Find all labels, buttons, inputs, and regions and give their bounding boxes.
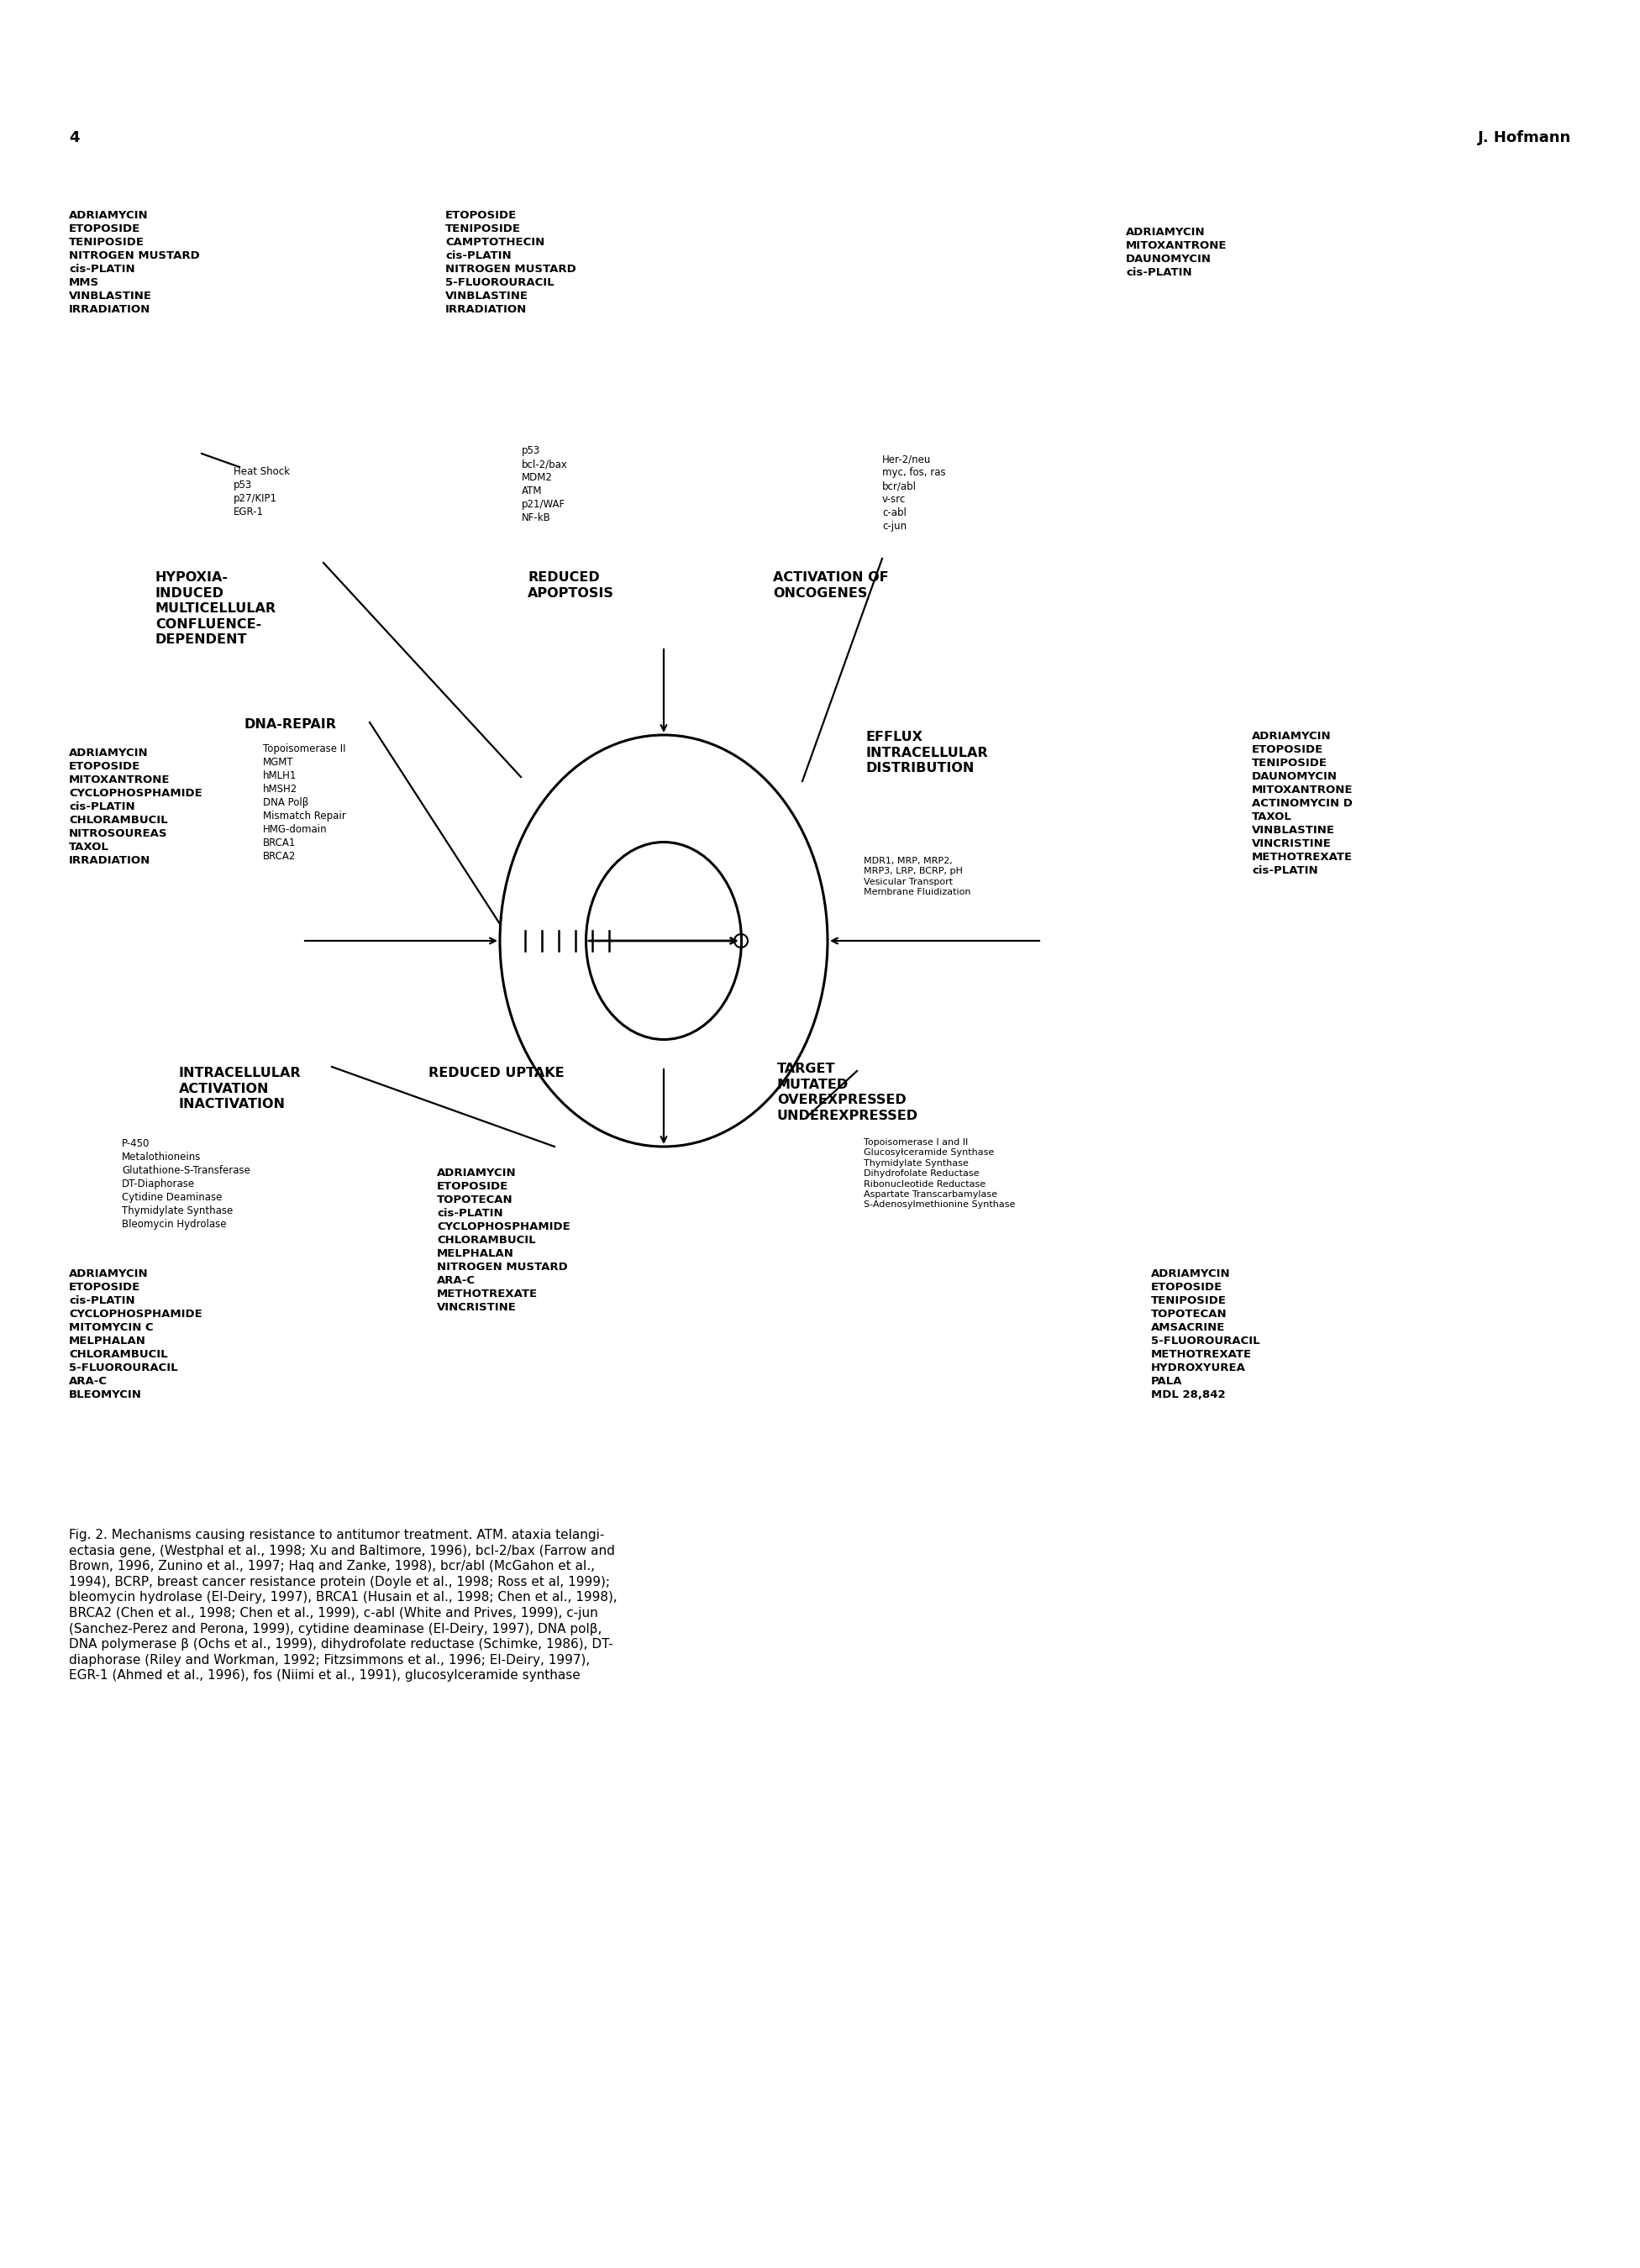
- Text: ADRIAMYCIN
ETOPOSIDE
TENIPOSIDE
DAUNOMYCIN
MITOXANTRONE
ACTINOMYCIN D
TAXOL
VINB: ADRIAMYCIN ETOPOSIDE TENIPOSIDE DAUNOMYC…: [1251, 730, 1353, 875]
- Text: ETOPOSIDE
TENIPOSIDE
CAMPTOTHECIN
cis-PLATIN
NITROGEN MUSTARD
5-FLUOROURACIL
VIN: ETOPOSIDE TENIPOSIDE CAMPTOTHECIN cis-PL…: [446, 211, 576, 315]
- Text: P-450
Metalothioneins
Glutathione-S-Transferase
DT-Diaphorase
Cytidine Deaminase: P-450 Metalothioneins Glutathione-S-Tran…: [121, 1139, 251, 1229]
- Text: J. Hofmann: J. Hofmann: [1478, 129, 1571, 145]
- Text: Her-2/neu
myc, fos, ras
bcr/abl
v-src
c-abl
c-jun: Her-2/neu myc, fos, ras bcr/abl v-src c-…: [882, 454, 946, 531]
- Text: DNA-REPAIR: DNA-REPAIR: [244, 719, 336, 730]
- Text: ADRIAMYCIN
ETOPOSIDE
cis-PLATIN
CYCLOPHOSPHAMIDE
MITOMYCIN C
MELPHALAN
CHLORAMBU: ADRIAMYCIN ETOPOSIDE cis-PLATIN CYCLOPHO…: [69, 1268, 202, 1399]
- Text: 4: 4: [69, 129, 79, 145]
- Text: Topoisomerase I and II
Glucosyłceramide Synthase
Thymidylate Synthase
Dihydrofol: Topoisomerase I and II Glucosyłceramide …: [864, 1139, 1015, 1209]
- Text: ADRIAMYCIN
ETOPOSIDE
MITOXANTRONE
CYCLOPHOSPHAMIDE
cis-PLATIN
CHLORAMBUCIL
NITRO: ADRIAMYCIN ETOPOSIDE MITOXANTRONE CYCLOP…: [69, 748, 202, 866]
- Text: REDUCED UPTAKE: REDUCED UPTAKE: [428, 1066, 564, 1080]
- Text: ACTIVATION OF
ONCOGENES: ACTIVATION OF ONCOGENES: [772, 572, 889, 599]
- Text: ADRIAMYCIN
ETOPOSIDE
TENIPOSIDE
NITROGEN MUSTARD
cis-PLATIN
MMS
VINBLASTINE
IRRA: ADRIAMYCIN ETOPOSIDE TENIPOSIDE NITROGEN…: [69, 211, 200, 315]
- Text: TARGET
MUTATED
OVEREXPRESSED
UNDEREXPRESSED: TARGET MUTATED OVEREXPRESSED UNDEREXPRES…: [777, 1064, 918, 1123]
- Text: ADRIAMYCIN
MITOXANTRONE
DAUNOMYCIN
cis-PLATIN: ADRIAMYCIN MITOXANTRONE DAUNOMYCIN cis-P…: [1125, 227, 1227, 279]
- Text: Fig. 2. Mechanisms causing resistance to antitumor treatment. ATM. ataxia telang: Fig. 2. Mechanisms causing resistance to…: [69, 1529, 617, 1683]
- Text: HYPOXIA-
INDUCED
MULTICELLULAR
CONFLUENCE-
DEPENDENT: HYPOXIA- INDUCED MULTICELLULAR CONFLUENC…: [156, 572, 277, 646]
- Text: Heat Shock
p53
p27/KIP1
EGR-1: Heat Shock p53 p27/KIP1 EGR-1: [233, 467, 290, 517]
- Text: MDR1, MRP, MRP2,
MRP3, LRP, BCRP, pH
Vesicular Transport
Membrane Fluidization: MDR1, MRP, MRP2, MRP3, LRP, BCRP, pH Ves…: [864, 857, 971, 896]
- Text: ADRIAMYCIN
ETOPOSIDE
TOPOTECAN
cis-PLATIN
CYCLOPHOSPHAMIDE
CHLORAMBUCIL
MELPHALA: ADRIAMYCIN ETOPOSIDE TOPOTECAN cis-PLATI…: [436, 1168, 571, 1313]
- Text: Topoisomerase II
MGMT
hMLH1
hMSH2
DNA Polβ
Mismatch Repair
HMG-domain
BRCA1
BRCA: Topoisomerase II MGMT hMLH1 hMSH2 DNA Po…: [262, 744, 346, 862]
- Text: ADRIAMYCIN
ETOPOSIDE
TENIPOSIDE
TOPOTECAN
AMSACRINE
5-FLUOROURACIL
METHOTREXATE
: ADRIAMYCIN ETOPOSIDE TENIPOSIDE TOPOTECA…: [1151, 1268, 1260, 1399]
- Text: EFFLUX
INTRACELLULAR
DISTRIBUTION: EFFLUX INTRACELLULAR DISTRIBUTION: [866, 730, 987, 776]
- Text: p53
bcl-2/bax
MDM2
ATM
p21/WAF
NF-kB: p53 bcl-2/bax MDM2 ATM p21/WAF NF-kB: [522, 445, 567, 524]
- Text: REDUCED
APOPTOSIS: REDUCED APOPTOSIS: [528, 572, 613, 599]
- Text: INTRACELLULAR
ACTIVATION
INACTIVATION: INTRACELLULAR ACTIVATION INACTIVATION: [179, 1066, 302, 1111]
